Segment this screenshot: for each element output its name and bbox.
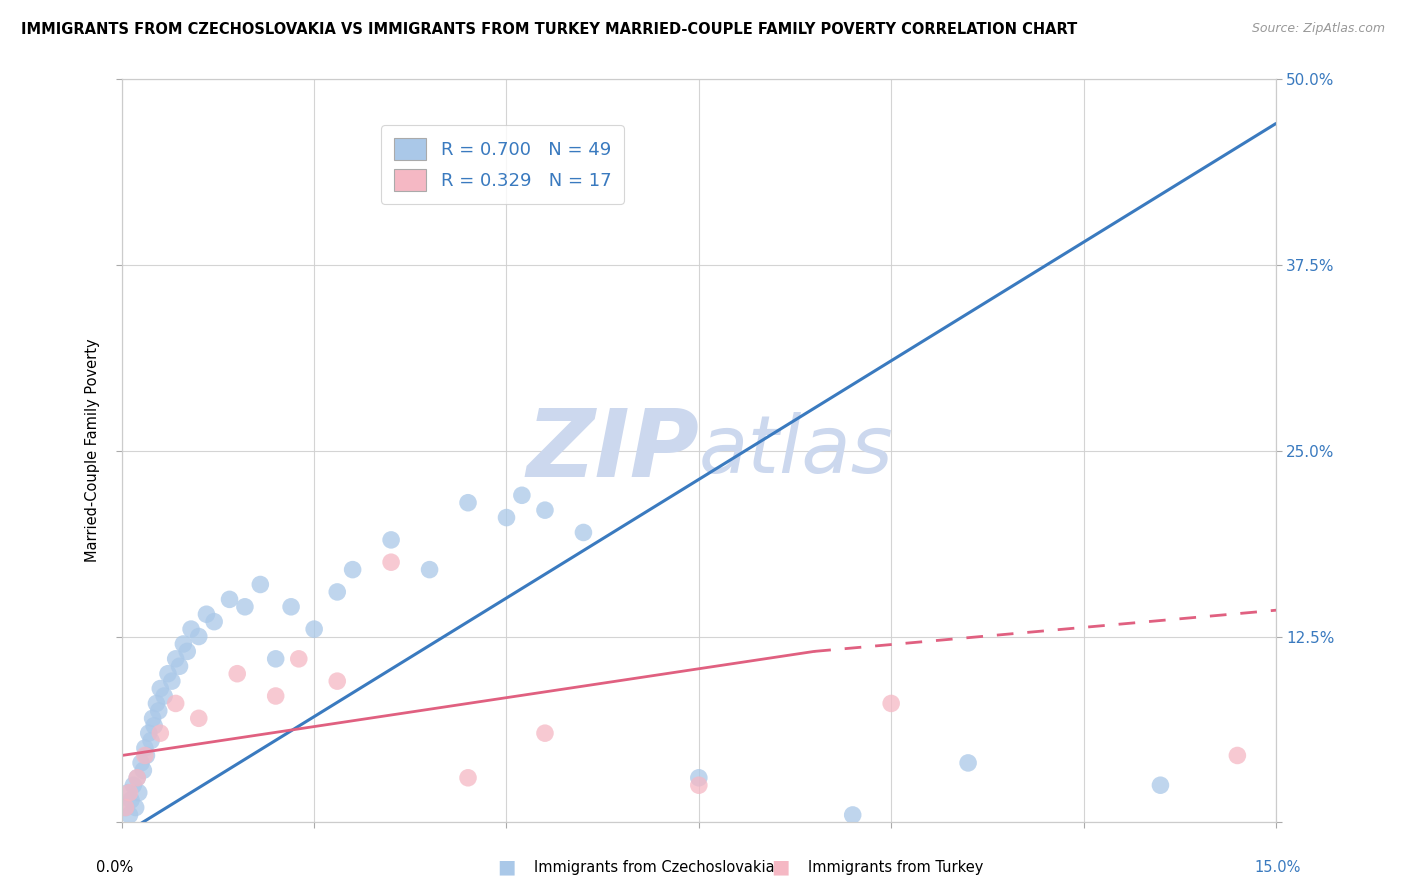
Point [122,778,145,792]
Text: 15.0%: 15.0% [1254,860,1301,874]
Text: ZIP: ZIP [526,405,699,497]
Text: 0.0%: 0.0% [96,860,132,874]
Point [1226,748,1249,763]
Point [226,666,249,681]
Point [149,726,172,740]
Point [180,622,202,636]
Point [510,488,533,502]
Point [264,689,287,703]
Point [124,800,146,814]
Point [280,599,302,614]
Point [326,585,349,599]
Point [187,711,209,725]
Point [127,771,149,785]
Text: ■: ■ [770,857,790,877]
Point [534,726,557,740]
Point [148,704,170,718]
Point [138,726,160,740]
Point [957,756,980,770]
Point [195,607,218,622]
Text: Source: ZipAtlas.com: Source: ZipAtlas.com [1251,22,1385,36]
Point [153,689,176,703]
Point [326,674,349,689]
Point [880,697,903,711]
Point [145,697,167,711]
Point [264,652,287,666]
Point [841,808,863,822]
Point [134,741,156,756]
Point [165,652,187,666]
Text: atlas: atlas [699,412,894,490]
Point [129,756,152,770]
Text: Immigrants from Czechoslovakia: Immigrants from Czechoslovakia [534,860,775,874]
Point [1149,778,1171,792]
Point [135,748,157,763]
Point [288,652,311,666]
Point [249,577,271,591]
Point [118,786,141,800]
Point [132,764,155,778]
Point [688,778,710,792]
Point [156,666,179,681]
Point [176,644,198,658]
Text: IMMIGRANTS FROM CZECHOSLOVAKIA VS IMMIGRANTS FROM TURKEY MARRIED-COUPLE FAMILY P: IMMIGRANTS FROM CZECHOSLOVAKIA VS IMMIGR… [21,22,1077,37]
Point [457,771,479,785]
Point [534,503,557,517]
Point [128,786,150,800]
Point [149,681,172,696]
Point [143,719,166,733]
Legend: R = 0.700   N = 49, R = 0.329   N = 17: R = 0.700 N = 49, R = 0.329 N = 17 [381,125,624,203]
Point [380,533,402,547]
Point [169,659,191,673]
Point [380,555,402,569]
Point [139,733,162,747]
Point [233,599,256,614]
Point [127,771,149,785]
Point [495,510,517,524]
Point [419,563,441,577]
Point [457,496,479,510]
Point [117,786,139,800]
Point [218,592,240,607]
Point [202,615,225,629]
Point [172,637,194,651]
Point [118,808,141,822]
Point [142,711,165,725]
Point [302,622,325,636]
Y-axis label: Married-Couple Family Poverty: Married-Couple Family Poverty [86,339,100,563]
Point [342,563,364,577]
Point [165,697,187,711]
Text: Immigrants from Turkey: Immigrants from Turkey [808,860,984,874]
Point [114,800,136,814]
Point [688,771,710,785]
Point [160,674,183,689]
Text: ■: ■ [496,857,516,877]
Point [114,800,136,814]
Point [120,793,142,807]
Point [572,525,595,540]
Point [134,748,156,763]
Point [187,630,209,644]
